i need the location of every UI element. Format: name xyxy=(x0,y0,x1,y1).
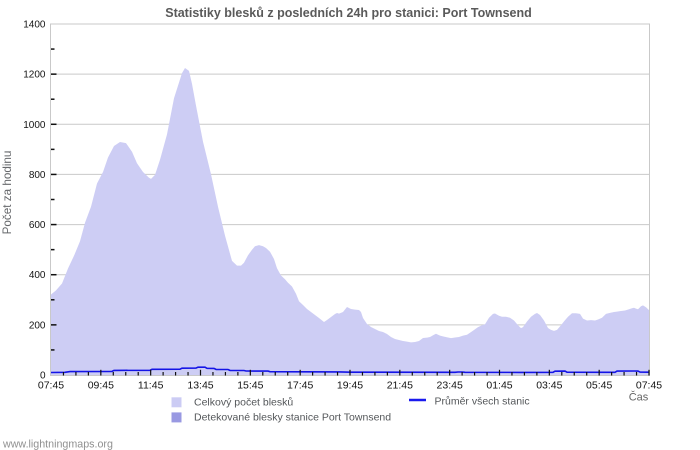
svg-text:0: 0 xyxy=(40,371,46,382)
svg-text:13:45: 13:45 xyxy=(187,380,213,392)
svg-text:400: 400 xyxy=(29,270,46,281)
svg-text:www.lightningmaps.org: www.lightningmaps.org xyxy=(2,438,113,450)
svg-text:Statistiky blesků z posledních: Statistiky blesků z posledních 24h pro s… xyxy=(165,6,532,20)
svg-text:05:45: 05:45 xyxy=(586,380,612,392)
svg-text:11:45: 11:45 xyxy=(138,380,164,392)
svg-text:21:45: 21:45 xyxy=(387,380,413,392)
svg-text:Čas: Čas xyxy=(629,391,649,404)
svg-text:1200: 1200 xyxy=(23,70,46,81)
svg-text:23:45: 23:45 xyxy=(437,380,463,392)
svg-text:1400: 1400 xyxy=(23,20,46,31)
svg-text:Detekované blesky stanice Port: Detekované blesky stanice Port Townsend xyxy=(194,412,391,424)
svg-text:800: 800 xyxy=(29,170,46,181)
svg-text:19:45: 19:45 xyxy=(337,380,363,392)
svg-text:17:45: 17:45 xyxy=(287,380,313,392)
svg-text:03:45: 03:45 xyxy=(536,380,562,392)
svg-text:1000: 1000 xyxy=(23,120,46,131)
svg-text:09:45: 09:45 xyxy=(88,380,114,392)
svg-text:Počet za hodinu: Počet za hodinu xyxy=(1,151,14,235)
svg-text:07:45: 07:45 xyxy=(38,380,64,392)
svg-text:Průměr všech stanic: Průměr všech stanic xyxy=(435,395,530,407)
svg-text:07:45: 07:45 xyxy=(636,380,662,392)
svg-text:01:45: 01:45 xyxy=(486,380,512,392)
svg-text:15:45: 15:45 xyxy=(237,380,263,392)
svg-text:200: 200 xyxy=(29,320,46,331)
svg-text:Celkový počet blesků: Celkový počet blesků xyxy=(194,397,293,409)
svg-text:600: 600 xyxy=(29,220,46,231)
